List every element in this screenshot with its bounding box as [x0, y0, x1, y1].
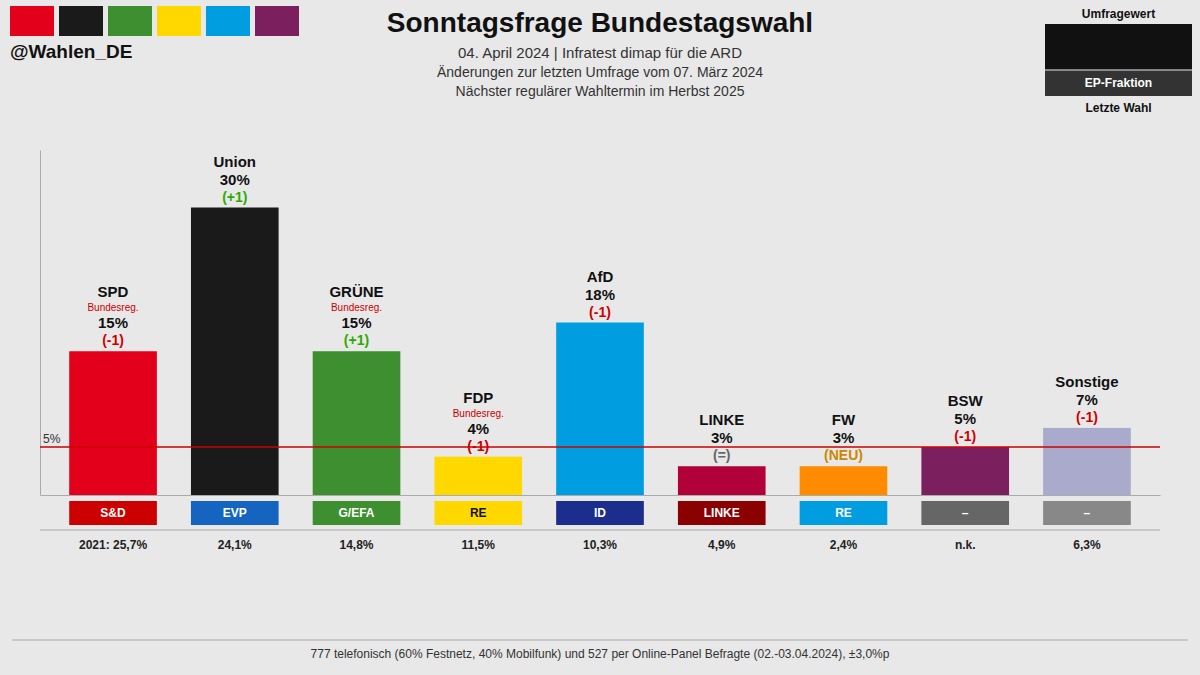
ep-label: LINKE: [704, 506, 740, 520]
change-label: (+1): [222, 189, 247, 205]
data-label: 15%: [342, 314, 372, 331]
data-label: 3%: [833, 429, 855, 446]
change-label: (-1): [467, 438, 489, 454]
category-label: FW: [832, 411, 856, 428]
last-election-label: 2,4%: [830, 538, 858, 552]
legend-label: EP-Fraktion: [1085, 76, 1152, 90]
header-square: [206, 6, 250, 36]
sublabel: Bundesreg.: [87, 302, 138, 313]
legend-label: Umfragewert: [1082, 7, 1155, 21]
category-label: Union: [214, 153, 257, 170]
category-label: Sonstige: [1055, 373, 1118, 390]
legend-separator: [1045, 69, 1192, 71]
last-election-label: 2021: 25,7%: [79, 538, 147, 552]
last-election-label: 14,8%: [340, 538, 374, 552]
ep-box: [1043, 501, 1131, 525]
threshold-label: 5%: [43, 432, 61, 446]
ep-box: [191, 501, 279, 525]
category-label: GRÜNE: [329, 283, 383, 300]
ep-box: [313, 501, 401, 525]
chart: @Wahlen_DE Sonntagsfrage Bundestagswahl 04…: [0, 0, 1200, 675]
change-label: (-1): [954, 428, 976, 444]
last-election-label: 4,9%: [708, 538, 736, 552]
ep-row: S&D EVP G/EFA RE ID LINKE RE – –: [69, 501, 1131, 525]
header-square: [108, 6, 152, 36]
subtitle: 04. April 2024 | Infratest dimap für die…: [458, 44, 742, 61]
bar: [313, 351, 401, 495]
category-label: FDP: [463, 389, 493, 406]
bar: [678, 466, 766, 495]
row-separator: [40, 529, 1160, 530]
legend-bar-box: [1045, 24, 1192, 70]
legend-label: Letzte Wahl: [1085, 101, 1151, 115]
category-label: SPD: [98, 283, 129, 300]
change-label: (-1): [1076, 409, 1098, 425]
x-axis-line: [41, 495, 1161, 496]
ep-label: G/EFA: [339, 506, 375, 520]
ep-label: RE: [470, 506, 487, 520]
watermark: @Wahlen_DE: [10, 41, 132, 62]
header-square: [10, 6, 54, 36]
footer: 777 telefonisch (60% Festnetz, 40% Mobil…: [311, 647, 890, 661]
ep-label: –: [1084, 506, 1091, 520]
change-label: (-1): [589, 304, 611, 320]
bar: [191, 208, 279, 496]
data-label: 4%: [467, 420, 489, 437]
threshold-line: [40, 446, 1160, 448]
sublabel: Bundesreg.: [331, 302, 382, 313]
change-label: (NEU): [824, 447, 863, 463]
y-axis-line: [40, 151, 41, 496]
sublabel: Bundesreg.: [453, 408, 504, 419]
header-square: [255, 6, 299, 36]
last-election-label: 24,1%: [218, 538, 252, 552]
data-label: 30%: [220, 171, 250, 188]
ep-label: –: [962, 506, 969, 520]
footer-separator: [12, 639, 1188, 640]
last-election-label: 6,3%: [1073, 538, 1101, 552]
change-label: (-1): [102, 332, 124, 348]
ep-label: RE: [835, 506, 852, 520]
category-label: BSW: [948, 392, 984, 409]
bar: [434, 457, 522, 495]
change-label: (+1): [344, 332, 369, 348]
x-axis: [41, 495, 1161, 496]
data-label: 18%: [585, 286, 615, 303]
last-election-row: 2021: 25,7% 24,1% 14,8% 11,5% 10,3% 4,9% 2,4% n…: [79, 538, 1101, 552]
ep-box: [800, 501, 888, 525]
ep-box: [434, 501, 522, 525]
data-label: 3%: [711, 429, 733, 446]
bar: [800, 466, 888, 495]
ep-box: [921, 501, 1009, 525]
ep-box: [556, 501, 644, 525]
header-square: [157, 6, 201, 36]
last-election-label: n.k.: [955, 538, 976, 552]
ep-box: [69, 501, 157, 525]
subtitle: Änderungen zur letzten Umfrage vom 07. M…: [437, 64, 763, 80]
bar: [1043, 428, 1131, 495]
category-label: AfD: [587, 268, 614, 285]
bars: [40, 208, 1160, 496]
header-square: [59, 6, 103, 36]
data-label: 5%: [954, 410, 976, 427]
bar-labels: (-1)15%Bundesreg.SPD(+1)30%Union(+1)15%B…: [87, 153, 1118, 464]
last-election-label: 11,5%: [462, 538, 496, 552]
y-axis: [40, 151, 41, 496]
ep-label: EVP: [223, 506, 247, 520]
subtitle: Nächster regulärer Wahltermin im Herbst …: [456, 83, 745, 99]
category-label: LINKE: [699, 411, 744, 428]
bar: [921, 447, 1009, 495]
last-election-label: 10,3%: [583, 538, 617, 552]
title: Sonntagsfrage Bundestagswahl: [387, 7, 813, 38]
legend-ep-box: [1045, 70, 1192, 96]
ep-label: S&D: [100, 506, 126, 520]
data-label: 7%: [1076, 391, 1098, 408]
background: [0, 0, 1200, 675]
bar: [69, 351, 157, 495]
bar: [556, 323, 644, 496]
ep-label: ID: [594, 506, 606, 520]
data-label: 15%: [98, 314, 128, 331]
change-label: (=): [713, 447, 731, 463]
ep-box: [678, 501, 766, 525]
